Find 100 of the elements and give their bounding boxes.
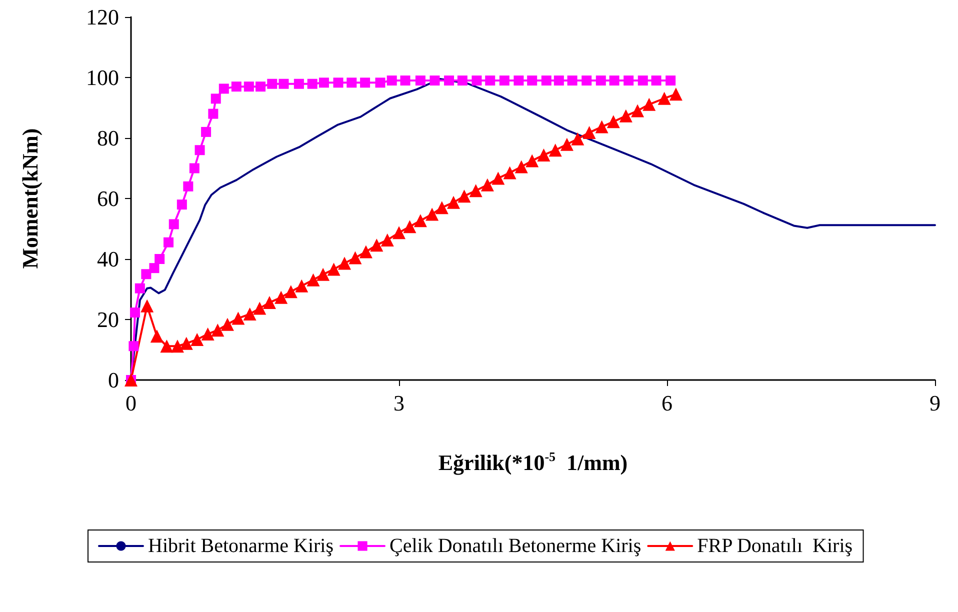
point: [218, 84, 229, 94]
y-tick-label: 80: [97, 126, 119, 150]
point: [541, 76, 552, 86]
point: [392, 226, 406, 240]
point: [208, 108, 218, 119]
point: [140, 299, 154, 312]
point: [201, 126, 212, 137]
point: [503, 166, 516, 180]
point: [472, 76, 482, 86]
point: [514, 76, 524, 86]
point: [262, 296, 276, 310]
point: [150, 330, 164, 343]
point: [619, 109, 632, 122]
point: [164, 237, 174, 248]
point: [170, 340, 184, 353]
point: [403, 220, 416, 234]
point: [128, 341, 139, 352]
point: [168, 219, 179, 230]
point: [307, 78, 318, 89]
point: [435, 201, 448, 214]
point: [180, 336, 193, 350]
point: [658, 92, 671, 105]
point: [176, 200, 187, 210]
point: [231, 82, 242, 92]
point: [571, 132, 584, 146]
point: [426, 208, 439, 221]
legend-label: Çelik Donatılı Betonerme Kiriş: [390, 535, 642, 557]
point: [274, 290, 288, 304]
point: [567, 76, 578, 86]
point: [295, 279, 308, 292]
point: [492, 172, 505, 185]
point: [414, 214, 427, 228]
point: [149, 263, 160, 274]
point: [669, 88, 682, 101]
point: [480, 178, 494, 192]
point: [469, 184, 482, 198]
legend-label: Hibrit Betonarme Kiriş: [148, 535, 334, 557]
point: [338, 256, 352, 270]
point: [327, 262, 340, 276]
point: [316, 268, 330, 281]
point: [243, 308, 256, 321]
y-tick-label: 20: [97, 307, 119, 332]
point: [638, 76, 648, 86]
point: [444, 76, 454, 86]
y-tick-label: 100: [86, 65, 119, 90]
point: [400, 76, 410, 86]
y-tick-label: 120: [86, 4, 119, 30]
x-tick-label: 3: [394, 390, 404, 416]
point: [386, 76, 397, 86]
point: [631, 104, 644, 118]
point: [499, 76, 510, 86]
point: [294, 78, 304, 89]
point: [284, 285, 298, 298]
x-tick-label: 6: [662, 390, 672, 416]
point: [446, 196, 460, 209]
point: [244, 82, 254, 92]
point: [318, 78, 329, 88]
point: [582, 126, 596, 140]
point: [183, 181, 194, 192]
point: [485, 76, 496, 86]
point: [527, 76, 538, 86]
point: [624, 76, 634, 86]
point: [457, 76, 468, 86]
point: [666, 76, 676, 86]
point: [253, 302, 266, 315]
point: [606, 115, 620, 128]
x-tick-label: 9: [930, 390, 940, 416]
point: [560, 138, 574, 151]
point: [130, 308, 140, 318]
y-axis-title: Moment(kNm): [18, 128, 42, 269]
point: [232, 312, 245, 325]
y-tick-label: 60: [97, 186, 119, 211]
point: [211, 324, 224, 337]
point: [360, 78, 370, 88]
point: [333, 78, 344, 88]
point: [375, 78, 386, 88]
point: [370, 238, 384, 252]
point: [359, 245, 372, 258]
point: [256, 82, 266, 92]
point: [141, 269, 152, 280]
point: [134, 283, 145, 294]
point: [537, 148, 550, 162]
point: [548, 144, 562, 157]
point: [348, 251, 362, 264]
point: [651, 76, 662, 86]
point: [458, 190, 471, 203]
point: [595, 120, 608, 134]
point: [201, 328, 214, 341]
point: [642, 98, 656, 111]
point: [190, 332, 204, 346]
point: [415, 76, 426, 86]
point: [160, 340, 174, 353]
x-tick-label: 0: [126, 390, 136, 416]
point: [582, 76, 592, 86]
point: [267, 78, 278, 89]
point: [609, 76, 620, 86]
point: [189, 163, 200, 174]
y-tick-label: 0: [108, 368, 119, 392]
point: [380, 233, 394, 246]
point: [154, 254, 165, 264]
